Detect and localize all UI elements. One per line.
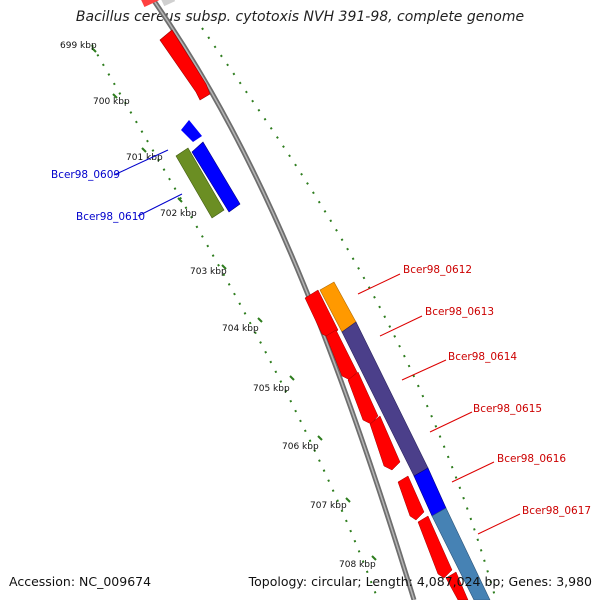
gene-label-left: Bcer98_0610 — [76, 211, 145, 223]
right-gene-labels: Bcer98_0612 Bcer98_0613 Bcer98_0614 Bcer… — [403, 264, 591, 517]
accession-text: Accession: NC_009674 — [9, 574, 152, 589]
genome-summary-text: Topology: circular; Length: 4,087,024 bp… — [248, 574, 592, 589]
tick-labels: 699 kbp 700 kbp 701 kbp 702 kbp 703 kbp … — [60, 41, 376, 570]
gene-feature-olive[interactable] — [175, 147, 225, 219]
tick-label: 705 kbp — [253, 384, 290, 394]
right-label-connectors — [357, 273, 521, 535]
tick-label: 699 kbp — [60, 41, 97, 51]
gene-feature-blue-small[interactable] — [181, 120, 202, 142]
tick-marks — [91, 47, 377, 561]
tick-label: 707 kbp — [310, 501, 347, 511]
inner-tick-ring — [91, 44, 379, 600]
gene-label-right: Bcer98_0613 — [425, 306, 494, 318]
tick-label: 700 kbp — [93, 97, 130, 107]
gene-label-right: Bcer98_0612 — [403, 264, 472, 276]
gene-feature-red-a[interactable] — [159, 29, 211, 101]
gene-feature-blue-b[interactable] — [191, 141, 241, 213]
gene-label-right: Bcer98_0616 — [497, 453, 566, 465]
left-gene-labels: Bcer98_0609 Bcer98_0610 — [51, 169, 145, 223]
tick-label: 702 kbp — [160, 209, 197, 219]
map-title: Bacillus cereus subsp. cytotoxis NVH 391… — [75, 9, 525, 25]
tick-label: 706 kbp — [282, 442, 319, 452]
gene-label-left: Bcer98_0609 — [51, 169, 120, 181]
backbone-highlight — [152, 0, 415, 600]
top-partial-features — [140, 0, 176, 8]
gene-label-right: Bcer98_0615 — [473, 403, 542, 415]
gene-label-right: Bcer98_0617 — [522, 505, 591, 517]
tick-label: 704 kbp — [222, 324, 259, 334]
tick-label: 701 kbp — [126, 153, 163, 163]
backbone-line — [150, 0, 417, 600]
left-label-connectors — [113, 149, 183, 217]
gene-label-right: Bcer98_0614 — [448, 351, 517, 363]
tick-label: 708 kbp — [339, 560, 376, 570]
gene-feature-red-chain[interactable] — [304, 289, 469, 600]
tick-label: 703 kbp — [190, 267, 227, 277]
gene-feature-steel-0617[interactable] — [431, 507, 491, 600]
